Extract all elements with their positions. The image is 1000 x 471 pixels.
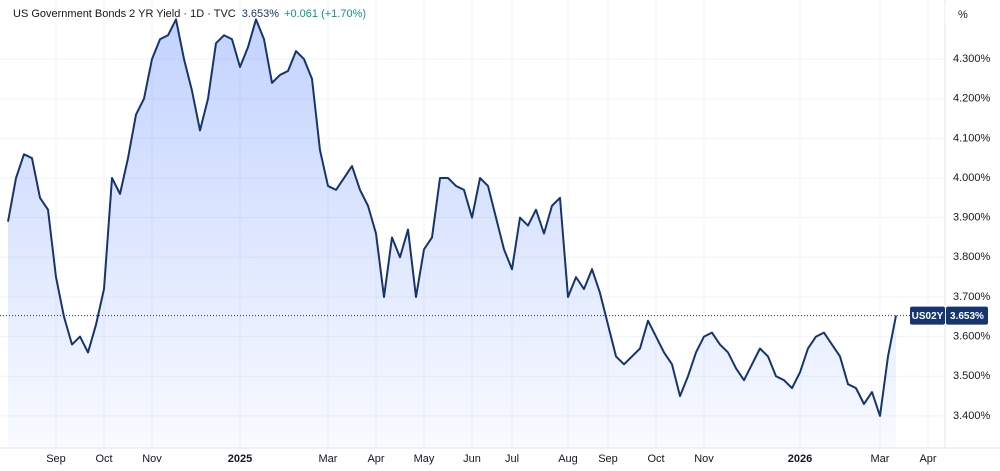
- y-tick-label: 4.000%: [953, 172, 991, 184]
- change: +0.061 (+1.70%): [284, 8, 366, 20]
- x-tick-label: Sep: [46, 453, 66, 465]
- chart-title: US Government Bonds 2 YR Yield · 1D · TV…: [13, 8, 236, 20]
- x-tick-label: Mar: [871, 453, 890, 465]
- x-tick-label: Sep: [598, 453, 618, 465]
- y-tick-label: 4.100%: [953, 132, 991, 144]
- y-tick-label: 3.800%: [953, 251, 991, 263]
- price-tag: [946, 306, 988, 325]
- x-tick-label: 2026: [788, 453, 812, 465]
- ticker-label: US02Y: [912, 311, 944, 322]
- unit-box: [945, 4, 985, 24]
- x-tick-label: Jun: [463, 453, 481, 465]
- y-tick-label: 3.600%: [953, 331, 991, 343]
- x-tick-label: Aug: [558, 453, 578, 465]
- x-tick-label: Apr: [919, 453, 936, 465]
- x-tick-label: Mar: [319, 453, 338, 465]
- y-tick-label: 4.300%: [953, 53, 991, 65]
- x-tick-label: Oct: [95, 453, 112, 465]
- y-tick-label: 3.400%: [953, 410, 991, 422]
- x-tick-label: Jul: [505, 453, 519, 465]
- price-label: 3.653%: [950, 311, 984, 322]
- line: [7, 18, 897, 417]
- x-tick-label: Nov: [142, 453, 162, 465]
- last-value: 3.653%: [242, 8, 280, 20]
- x-tick-label: Nov: [694, 453, 714, 465]
- y-tick-label: 3.900%: [953, 212, 991, 224]
- x-tick-label: Apr: [367, 453, 384, 465]
- plot-area: [0, 18, 945, 449]
- y-tick-label: 3.500%: [953, 370, 991, 382]
- y-tick-label: 3.700%: [953, 291, 991, 303]
- x-tick-label: May: [414, 453, 435, 465]
- y-tick-label: 4.200%: [953, 93, 991, 105]
- x-tick-label: Oct: [647, 453, 664, 465]
- area-fill: [8, 19, 896, 449]
- ticker-tag: [910, 306, 945, 325]
- x-tick-label: 2025: [228, 453, 252, 465]
- unit-label: %: [958, 9, 968, 21]
